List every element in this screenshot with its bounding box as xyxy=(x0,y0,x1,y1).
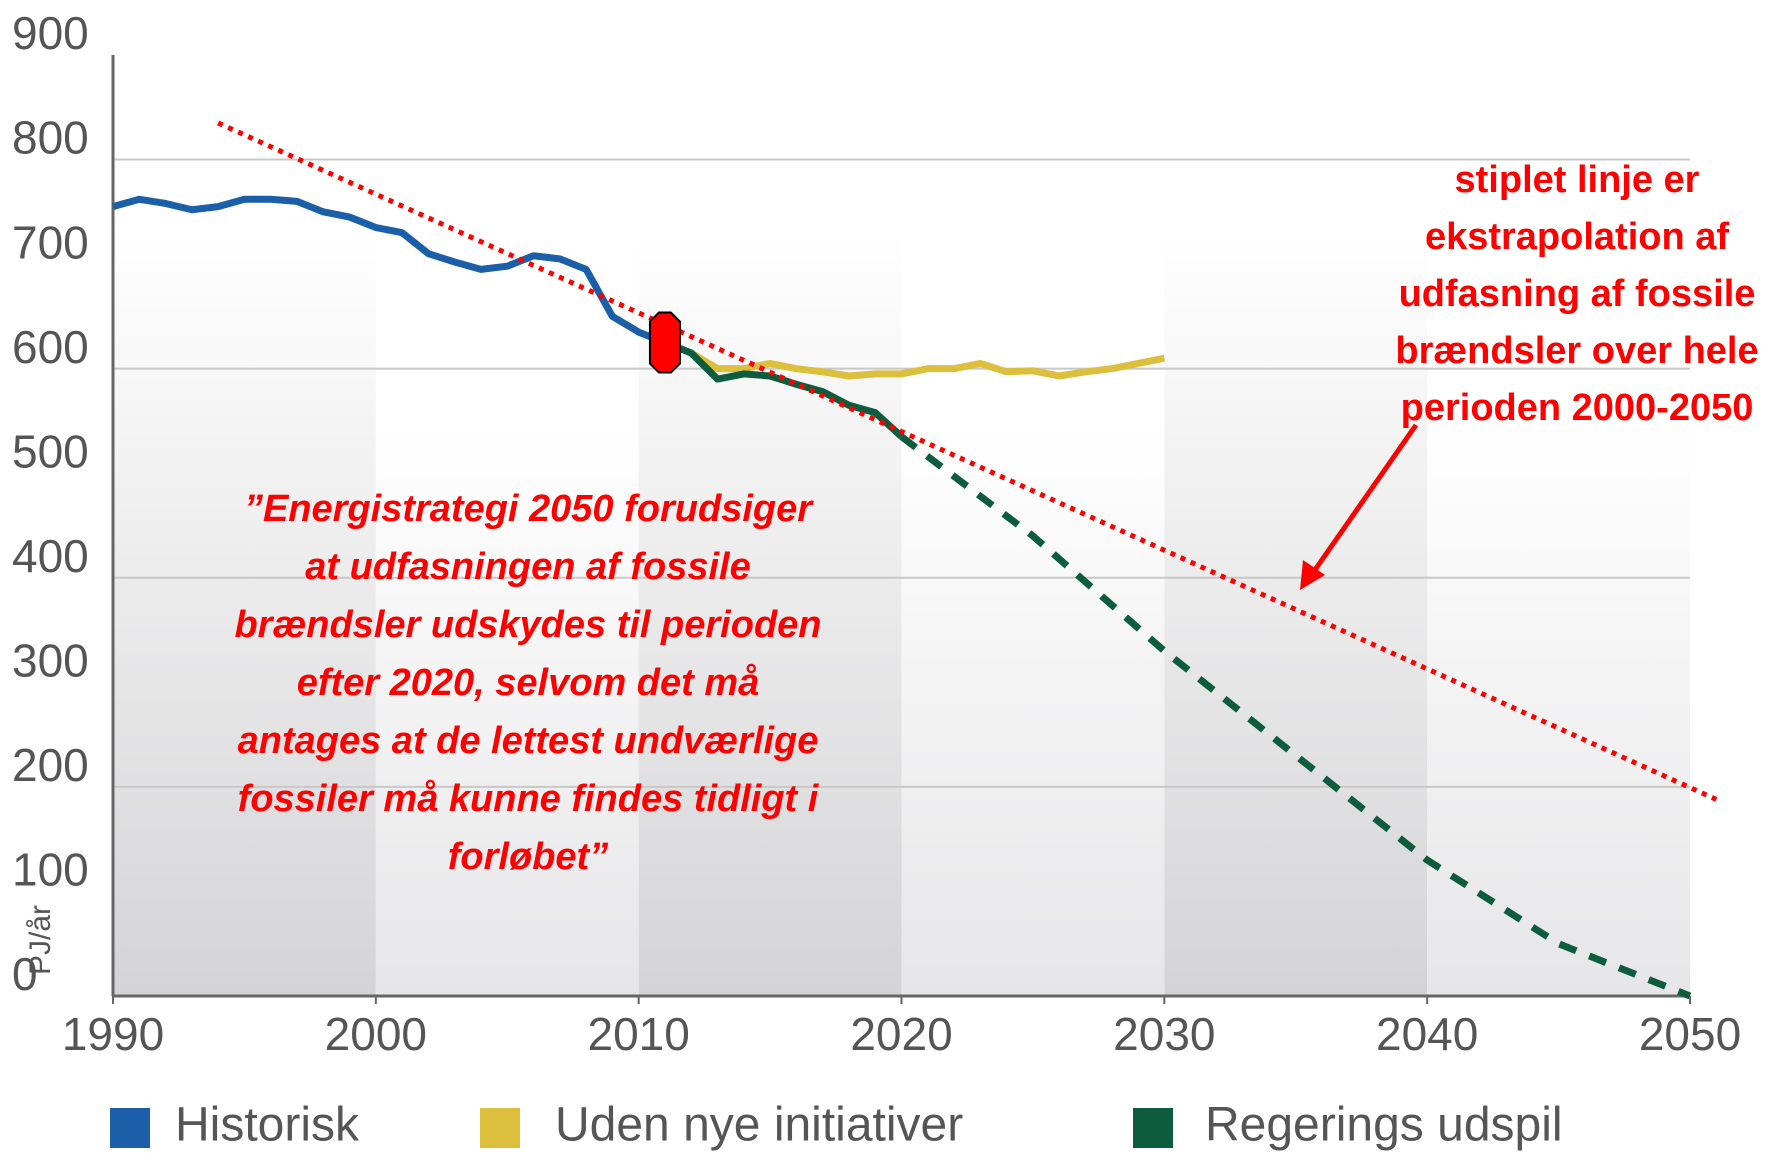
band xyxy=(113,230,376,996)
band xyxy=(1427,420,1690,996)
annotation-line: forløbet” xyxy=(448,836,608,878)
legend-label: Uden nye initiativer xyxy=(555,1099,963,1152)
arrow-shaft xyxy=(1307,423,1419,579)
y-tick-label: 600 xyxy=(12,321,89,373)
legend-swatch xyxy=(1133,1108,1173,1148)
y-tick-label: 900 xyxy=(12,7,89,59)
annotation-line: ”Energistrategi 2050 forudsiger xyxy=(244,488,814,530)
annotation-line: efter 2020, selvom det må xyxy=(297,662,760,704)
annotation-line: at udfasningen af fossile xyxy=(305,546,751,588)
x-tick-label: 2020 xyxy=(850,1008,952,1060)
background-bands xyxy=(113,230,1690,996)
x-tick-label: 2010 xyxy=(587,1008,689,1060)
y-tick-label: 200 xyxy=(12,739,89,791)
y-tick-label: 500 xyxy=(12,425,89,477)
band xyxy=(1164,230,1428,996)
band xyxy=(638,230,902,996)
legend-label: Historisk xyxy=(175,1099,360,1152)
y-axis-label: PJ/år xyxy=(24,905,57,975)
y-tick-label: 400 xyxy=(12,530,89,582)
grid xyxy=(111,55,1691,1004)
annotation-line: antages at de lettest undværlige xyxy=(238,720,819,762)
arrow-head xyxy=(1300,560,1325,590)
x-tick-label: 1990 xyxy=(62,1008,164,1060)
y-tick-label: 700 xyxy=(12,216,89,268)
annotation-line: fossiler må kunne findes tidligt i xyxy=(238,778,820,820)
x-tick-label: 2050 xyxy=(1639,1008,1741,1060)
annotation-line: brændsler udskydes til perioden xyxy=(234,604,821,646)
y-tick-label: 100 xyxy=(12,844,89,896)
annotation-line: brændsler over hele xyxy=(1395,330,1758,372)
band xyxy=(375,420,639,996)
projection-line xyxy=(899,433,1692,1000)
legend-label: Regerings udspil xyxy=(1205,1099,1563,1152)
band xyxy=(901,420,1165,996)
annotation-line: udfasning af fossile xyxy=(1399,273,1756,315)
annotation-line: ekstrapolation af xyxy=(1425,216,1729,258)
legend-swatch xyxy=(480,1108,520,1148)
marker xyxy=(648,311,681,374)
series-line xyxy=(663,339,1166,380)
series-line xyxy=(112,195,667,346)
y-tick-label: 0 xyxy=(12,948,38,1000)
y-tick-label: 800 xyxy=(12,112,89,164)
y-tick-label: 300 xyxy=(12,634,89,686)
labels: 0 100 200 300 400 500 600 700 800 900 1990 2000 2010… xyxy=(12,7,1759,1152)
x-tick-label: 2000 xyxy=(325,1008,427,1060)
annotation-line: stiplet linje er xyxy=(1455,159,1700,201)
x-tick-label: 2040 xyxy=(1376,1008,1478,1060)
legend-swatch xyxy=(110,1108,150,1148)
plot xyxy=(112,120,1718,1000)
x-tick-label: 2030 xyxy=(1113,1008,1215,1060)
annotation-line: perioden 2000-2050 xyxy=(1401,387,1754,429)
